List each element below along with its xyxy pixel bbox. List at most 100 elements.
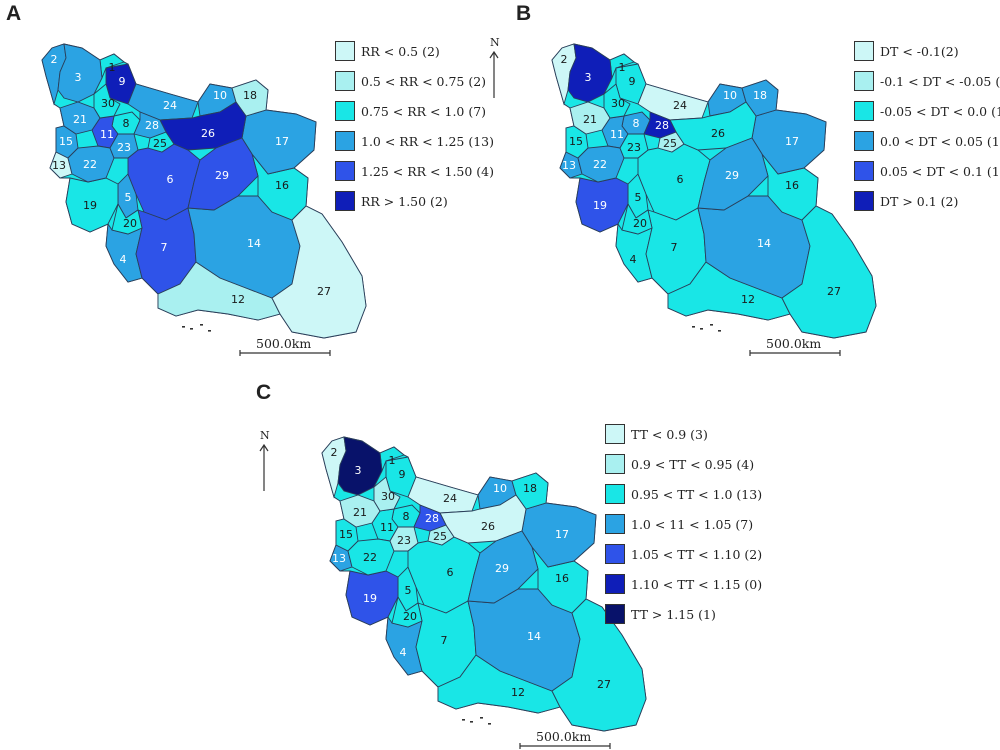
province-label-24: 24 xyxy=(163,99,177,112)
legend-swatch xyxy=(335,161,355,181)
province-label-1: 1 xyxy=(109,61,116,74)
province-28 xyxy=(643,111,677,139)
province-label-15: 15 xyxy=(339,528,353,541)
province-label-9: 9 xyxy=(399,468,406,481)
province-label-27: 27 xyxy=(827,285,841,298)
province-label-19: 19 xyxy=(83,199,97,212)
province-label-17: 17 xyxy=(785,135,799,148)
province-label-15: 15 xyxy=(59,135,73,148)
province-label-23: 23 xyxy=(117,141,131,154)
island-mark xyxy=(692,326,695,328)
province-label-20: 20 xyxy=(403,610,417,623)
legend-label: 0.5 < RR < 0.75 (2) xyxy=(361,73,487,89)
province-label-2: 2 xyxy=(51,53,58,66)
legend-swatch xyxy=(854,41,874,61)
province-label-30: 30 xyxy=(381,490,395,503)
legend-item: 1.25 < RR < 1.50 (4) xyxy=(335,160,494,182)
province-label-8: 8 xyxy=(633,117,640,130)
province-label-9: 9 xyxy=(629,75,636,88)
legend-item: 1.05 < TT < 1.10 (2) xyxy=(605,543,762,565)
legend-swatch xyxy=(605,484,625,504)
legend-swatch xyxy=(854,191,874,211)
island-mark xyxy=(470,721,473,723)
province-21 xyxy=(569,101,611,135)
legend-label: 1.10 < TT < 1.15 (0) xyxy=(631,576,763,592)
island-mark xyxy=(700,328,703,330)
north-label: N xyxy=(490,36,500,49)
legend-item: 0.5 < RR < 0.75 (2) xyxy=(335,70,486,92)
legend-label: DT > 0.1 (2) xyxy=(880,193,959,209)
legend-label: -0.05 < DT < 0.0 (12 xyxy=(880,103,1000,119)
legend-item: 0.9 < TT < 0.95 (4) xyxy=(605,453,754,475)
province-26 xyxy=(159,101,247,151)
province-20 xyxy=(111,202,143,235)
province-label-12: 12 xyxy=(511,686,525,699)
province-label-10: 10 xyxy=(493,482,507,495)
province-23 xyxy=(619,133,649,159)
province-label-28: 28 xyxy=(425,512,439,525)
legend-label: 0.9 < TT < 0.95 (4) xyxy=(631,456,755,472)
scale-bar xyxy=(749,350,841,356)
province-label-16: 16 xyxy=(275,179,289,192)
legend-swatch xyxy=(605,574,625,594)
province-label-10: 10 xyxy=(213,89,227,102)
legend-swatch xyxy=(854,161,874,181)
north-arrow-icon xyxy=(259,443,269,491)
province-label-29: 29 xyxy=(215,169,229,182)
island-mark xyxy=(190,328,193,330)
province-label-30: 30 xyxy=(101,97,115,110)
panel-c: C 1 2 3 4 5 6 7 8 9 10 11 12 13 14 15 16 17 18 19 20 21 22 23 2… xyxy=(250,375,762,750)
province-label-18: 18 xyxy=(523,482,537,495)
province-label-14: 14 xyxy=(527,630,541,643)
legend-label: 0.0 < DT < 0.05 (11) xyxy=(880,133,1000,149)
legend-swatch xyxy=(335,191,355,211)
legend-label: DT < -0.1(2) xyxy=(880,43,959,59)
province-label-27: 27 xyxy=(317,285,331,298)
legend-item: -0.1 < DT < -0.05 (2) xyxy=(854,70,1000,92)
panel-letter: B xyxy=(516,2,532,25)
island-mark xyxy=(462,719,465,721)
province-label-1: 1 xyxy=(619,61,626,74)
province-label-12: 12 xyxy=(741,293,755,306)
province-27 xyxy=(271,205,367,339)
scale-label: 500.0km xyxy=(536,729,591,744)
province-label-6: 6 xyxy=(167,173,174,186)
legend-swatch xyxy=(335,101,355,121)
legend-item: 1.10 < TT < 1.15 (0) xyxy=(605,573,762,595)
province-label-23: 23 xyxy=(397,534,411,547)
legend-label: RR < 0.5 (2) xyxy=(361,43,440,59)
province-label-18: 18 xyxy=(243,89,257,102)
province-label-24: 24 xyxy=(443,492,457,505)
legend-swatch xyxy=(605,454,625,474)
province-label-16: 16 xyxy=(555,572,569,585)
province-label-20: 20 xyxy=(123,217,137,230)
island-mark xyxy=(718,330,721,332)
province-29 xyxy=(467,530,539,604)
province-label-6: 6 xyxy=(447,566,454,579)
province-label-5: 5 xyxy=(405,584,412,597)
province-27 xyxy=(781,205,877,339)
province-label-29: 29 xyxy=(495,562,509,575)
province-label-19: 19 xyxy=(363,592,377,605)
province-28 xyxy=(133,111,167,139)
legend-item: 0.95 < TT < 1.0 (13) xyxy=(605,483,762,505)
panel-b: B 1 2 3 4 5 6 7 8 9 10 11 12 13 14 15 16 17 18 19 20 21 22 23 2… xyxy=(489,0,1000,370)
province-label-21: 21 xyxy=(73,113,87,126)
province-label-16: 16 xyxy=(785,179,799,192)
province-label-26: 26 xyxy=(481,520,495,533)
province-label-19: 19 xyxy=(593,199,607,212)
legend-label: TT < 0.9 (3) xyxy=(631,426,708,442)
province-30 xyxy=(603,83,631,119)
island-mark xyxy=(480,717,483,719)
province-label-2: 2 xyxy=(331,446,338,459)
island-mark xyxy=(182,326,185,328)
legend-swatch xyxy=(335,71,355,91)
legend-label: 1.05 < TT < 1.10 (2) xyxy=(631,546,763,562)
province-30 xyxy=(93,83,121,119)
province-label-25: 25 xyxy=(433,530,447,543)
province-label-4: 4 xyxy=(630,253,637,266)
choropleth-map: 1234567891011121314151617181920212223242… xyxy=(259,429,647,749)
legend-item: TT > 1.15 (1) xyxy=(605,603,716,625)
province-label-13: 13 xyxy=(52,159,66,172)
province-label-8: 8 xyxy=(403,510,410,523)
